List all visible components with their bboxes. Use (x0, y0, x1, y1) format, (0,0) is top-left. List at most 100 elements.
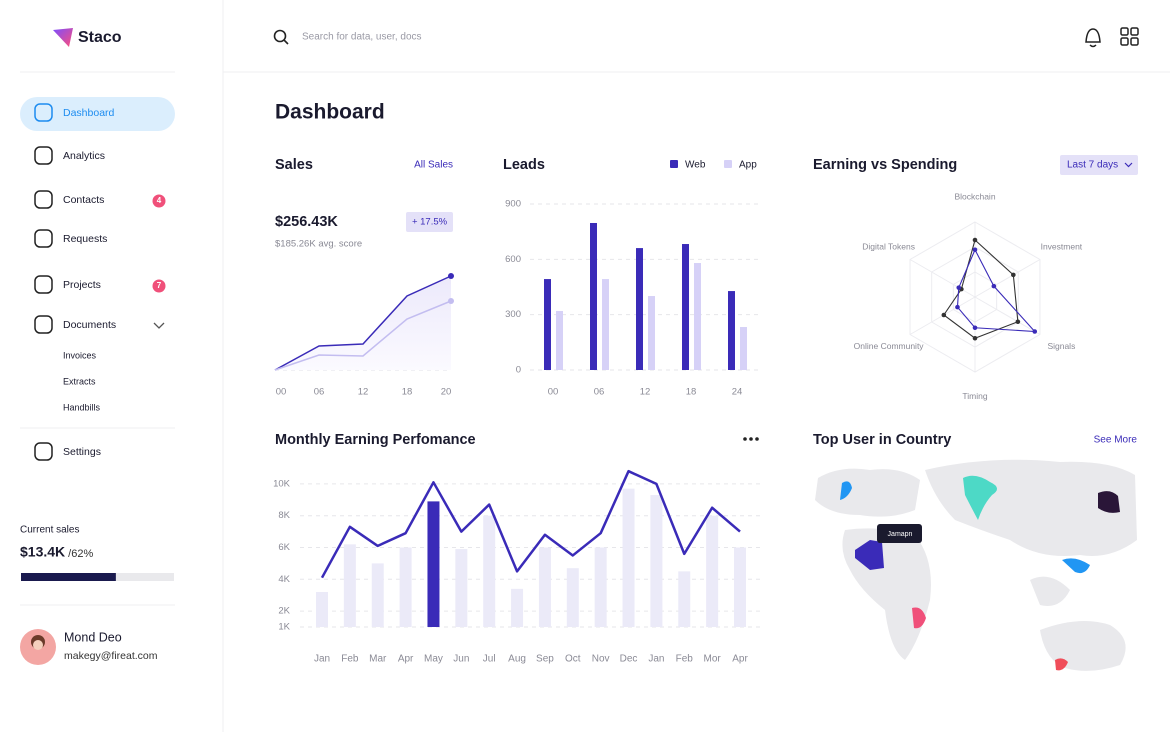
y-tick-label: 6K (278, 542, 290, 553)
card-title: Leads (503, 157, 545, 173)
card-link[interactable]: All Sales (414, 160, 453, 171)
x-tick-label: 12 (358, 387, 369, 398)
x-tick-label: Nov (592, 654, 610, 665)
y-tick-label: 1K (278, 622, 290, 633)
radar-dot (941, 312, 947, 318)
dropdown[interactable] (1060, 155, 1138, 175)
bar (556, 310, 563, 370)
chevron (1124, 162, 1133, 168)
axis-label: Blockchain (954, 192, 995, 202)
bar (636, 248, 643, 370)
nav-item[interactable]: Contacts (63, 194, 104, 206)
radar-spoke (974, 259, 1041, 298)
radar-dot (955, 304, 960, 310)
card-title: Top User in Country (813, 432, 951, 448)
y-tick-label: 8K (278, 510, 290, 521)
bar (427, 501, 440, 627)
radar-dot (1015, 319, 1021, 325)
x-tick-label: Jan (314, 654, 330, 665)
x-tick-label: 00 (548, 387, 559, 398)
country-highlight (1055, 658, 1068, 671)
nav-icon (34, 315, 53, 334)
chevron (153, 322, 165, 329)
x-tick-label: Oct (565, 654, 581, 665)
x-tick-label: Mar (369, 654, 387, 665)
bar (316, 592, 328, 627)
bar (694, 263, 701, 370)
nav-item[interactable]: Projects (63, 279, 101, 291)
bar (594, 547, 607, 627)
radar-dot (972, 247, 978, 253)
x-tick-label: 24 (732, 387, 743, 398)
bar (622, 488, 635, 627)
x-tick-label: Jan (648, 654, 664, 665)
nav-item[interactable]: Requests (63, 233, 107, 245)
radar-spoke (909, 259, 976, 298)
x-tick-label: May (424, 654, 443, 665)
radar-dot (991, 283, 997, 289)
legend-swatch (670, 160, 678, 168)
axis-label: Investment (1041, 241, 1083, 251)
legend-label: Web (685, 160, 706, 171)
apps-icon[interactable] (1120, 27, 1139, 46)
logo (53, 28, 73, 47)
bar (682, 244, 689, 370)
more-icon[interactable] (743, 437, 759, 441)
radar-spoke (974, 296, 1041, 335)
badge (152, 279, 166, 293)
bar (648, 296, 655, 370)
nav-icon (34, 103, 53, 122)
nav-icon (34, 275, 53, 294)
sub-nav-item[interactable]: Extracts (63, 376, 96, 386)
current-sales-percent: /62% (68, 548, 93, 560)
nav-item[interactable]: Dashboard (63, 107, 115, 119)
radar-line (943, 238, 1019, 339)
x-tick-label: Jun (453, 654, 469, 665)
bar (706, 515, 719, 627)
country-highlight (912, 607, 926, 629)
bar (650, 495, 663, 627)
current-sales-label: Current sales (20, 525, 79, 536)
y-tick-label: 2K (278, 606, 290, 617)
bar (734, 547, 746, 627)
sub-nav-item[interactable]: Handbills (63, 402, 101, 412)
nav-item[interactable]: Analytics (63, 150, 105, 162)
user-email: makegy@fireat.com (64, 650, 158, 662)
bar (483, 515, 496, 627)
bar (511, 588, 524, 627)
axis-label: Signals (1047, 341, 1075, 351)
x-tick-label: 18 (686, 387, 697, 398)
brand: Staco (78, 29, 122, 46)
bar (566, 568, 579, 627)
nav-icon (34, 146, 53, 165)
bell-icon[interactable] (1085, 28, 1101, 48)
axis-label: Digital Tokens (862, 241, 915, 251)
line (274, 300, 452, 371)
x-tick-label: 20 (441, 387, 452, 398)
bar (544, 279, 551, 370)
badge (152, 194, 166, 208)
axis-label: Online Community (854, 341, 925, 351)
x-tick-label: Apr (732, 654, 748, 665)
change-pill (406, 212, 453, 232)
x-tick-label: Jul (483, 654, 496, 665)
y-tick-label: 0 (516, 365, 521, 376)
x-tick-label: 00 (276, 387, 287, 398)
y-tick-label: 4K (278, 574, 290, 585)
progress-fill (21, 573, 116, 581)
bar (740, 327, 747, 370)
sub-nav-item[interactable]: Invoices (63, 350, 97, 360)
search-icon (273, 29, 287, 43)
nav-item[interactable]: Documents (63, 319, 116, 331)
axis-label: Timing (962, 391, 987, 401)
country-highlight (840, 481, 852, 500)
nav-icon (34, 229, 53, 248)
see-more-link[interactable]: See More (1094, 435, 1138, 446)
x-tick-label: 18 (402, 387, 413, 398)
search-input[interactable]: Search for data, user, docs (302, 32, 422, 43)
card-title: Sales (275, 157, 313, 173)
bar (728, 291, 735, 370)
x-tick-label: 06 (594, 387, 605, 398)
nav-item[interactable]: Settings (63, 446, 101, 458)
